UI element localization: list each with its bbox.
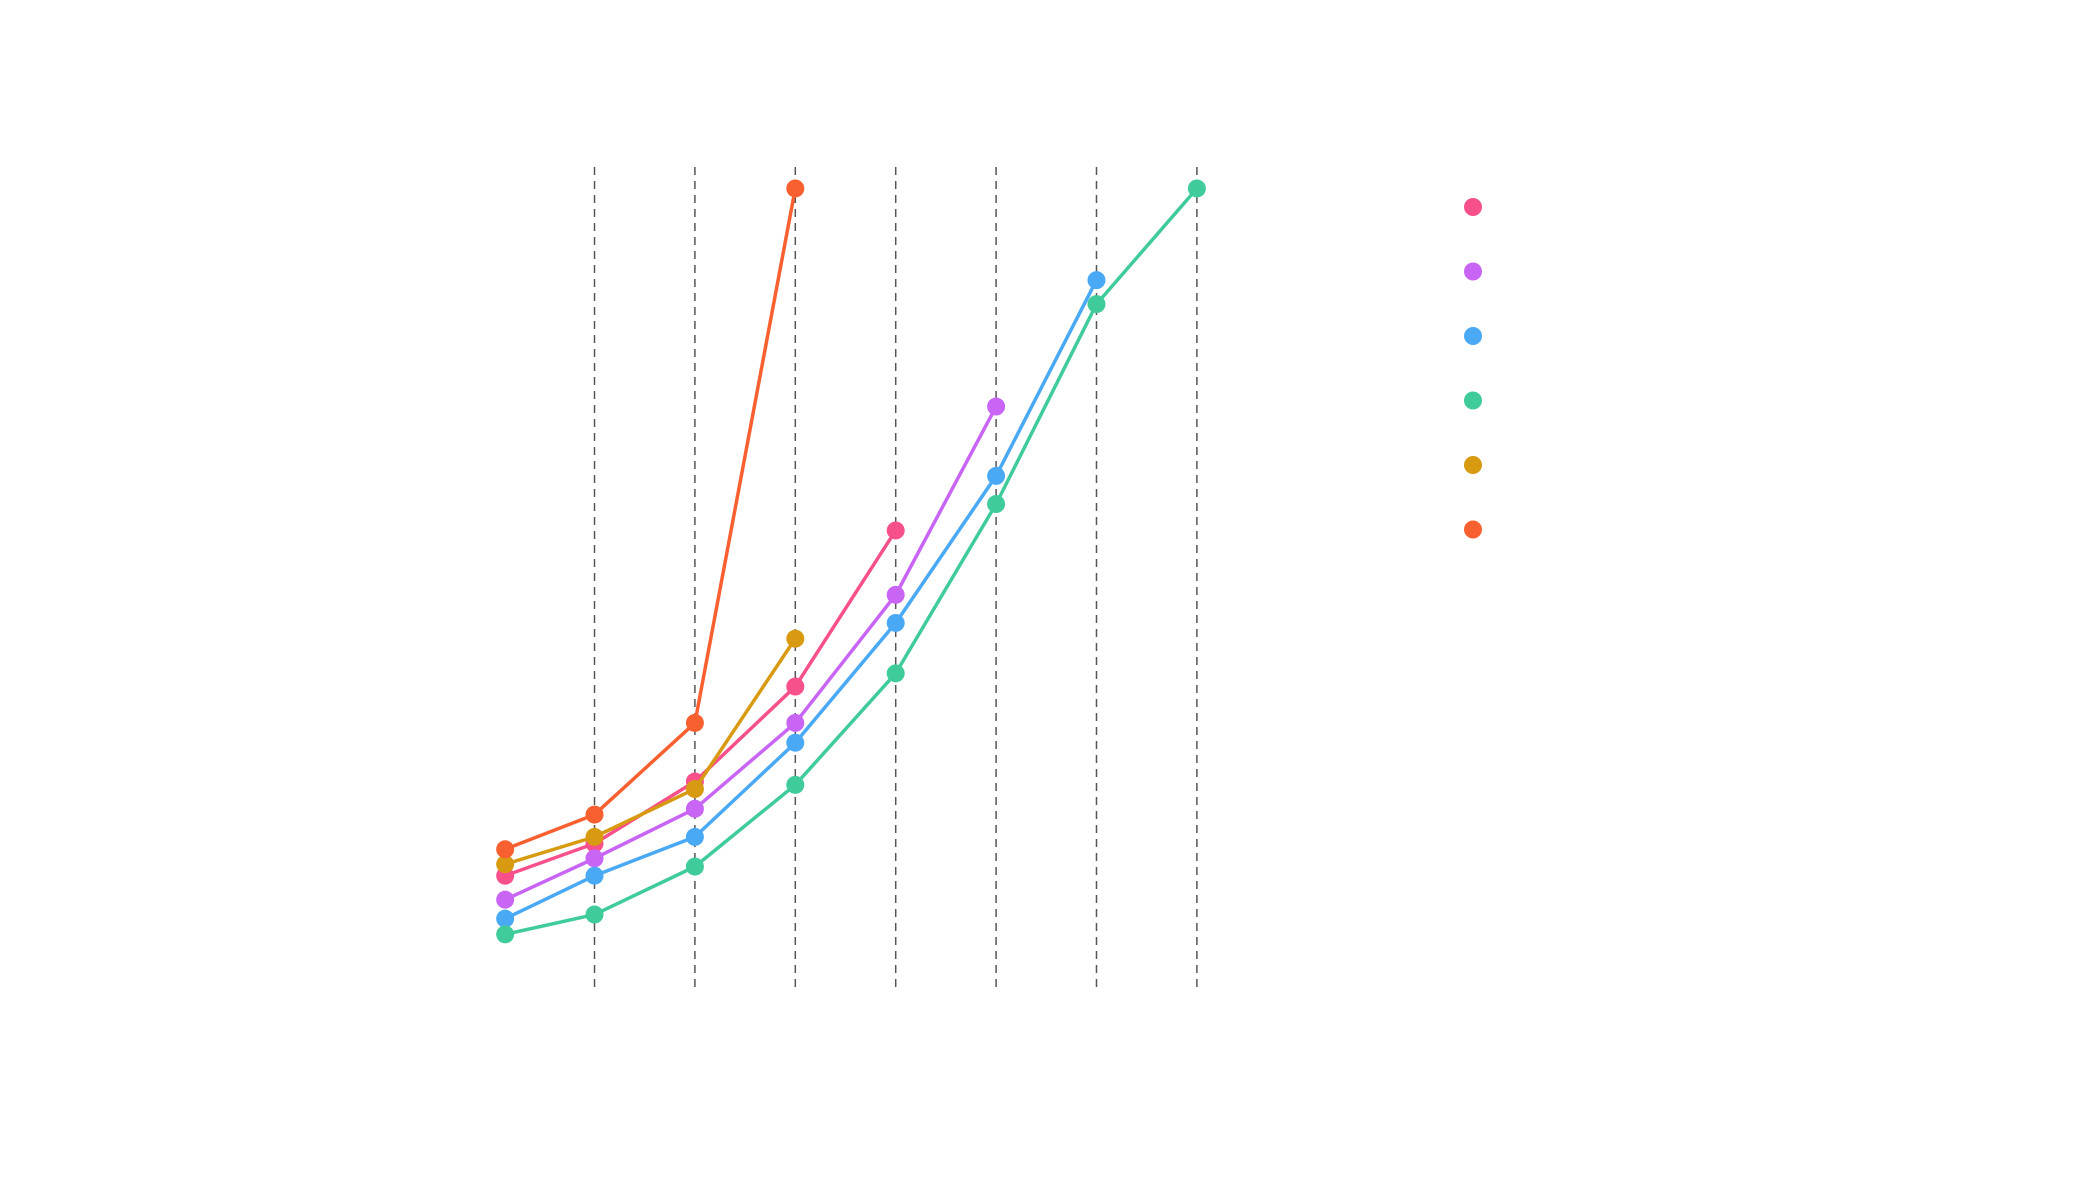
legend-marker	[1464, 456, 1482, 474]
point	[786, 179, 805, 198]
series-line	[504, 529, 898, 878]
legend-marker	[1464, 327, 1482, 345]
point	[987, 397, 1006, 416]
point	[1187, 179, 1206, 198]
point	[585, 805, 604, 824]
point	[496, 840, 515, 859]
point	[786, 775, 805, 794]
point	[786, 713, 805, 732]
point	[987, 495, 1006, 514]
point	[685, 857, 704, 876]
series-line	[504, 637, 797, 866]
point	[496, 855, 515, 874]
point	[786, 629, 805, 648]
point	[496, 890, 515, 909]
point	[1087, 295, 1106, 314]
point	[585, 849, 604, 868]
series-line	[504, 188, 798, 851]
legend-marker	[1464, 520, 1482, 539]
point	[685, 713, 704, 732]
point	[685, 827, 704, 846]
point	[786, 733, 805, 752]
legend-marker	[1464, 198, 1482, 216]
point	[585, 827, 604, 846]
point	[886, 613, 905, 632]
point	[987, 466, 1006, 485]
series-line	[504, 405, 998, 902]
point	[886, 585, 905, 604]
point	[886, 521, 905, 540]
point	[685, 799, 704, 818]
point	[886, 664, 905, 683]
point	[585, 905, 604, 924]
legend-marker	[1464, 262, 1482, 281]
point	[685, 779, 704, 798]
point	[585, 866, 604, 885]
legend-marker	[1464, 391, 1482, 410]
series-line	[504, 187, 1199, 937]
point	[496, 925, 515, 944]
point	[786, 677, 805, 696]
point	[1087, 271, 1106, 290]
point	[496, 909, 515, 928]
